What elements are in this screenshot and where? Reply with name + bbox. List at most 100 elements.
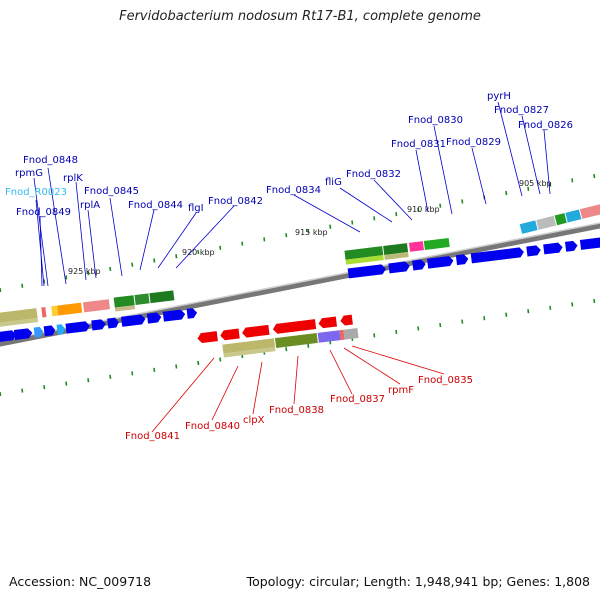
leader-line xyxy=(339,187,393,223)
tick-mark xyxy=(197,360,200,366)
leader-line xyxy=(343,347,401,385)
gene-label: Fnod_0849 xyxy=(16,207,71,218)
tick-mark xyxy=(109,266,112,272)
tick-mark xyxy=(153,258,156,263)
reverse-gene xyxy=(220,328,240,341)
leader-line xyxy=(75,181,87,281)
annotation-band xyxy=(554,213,567,226)
reverse-labels: Fnod_0841 Fnod_0840 clpX Fnod_0838 Fnod_… xyxy=(125,375,473,442)
tick-mark xyxy=(241,241,244,246)
scale-tick-label: 915 kbp xyxy=(295,228,328,237)
reverse-gene xyxy=(340,314,353,326)
gene-label: pyrH xyxy=(487,91,511,102)
annotation-band xyxy=(519,220,538,234)
annotation-band xyxy=(423,237,450,250)
tick-mark xyxy=(285,233,288,238)
tick-mark xyxy=(307,228,310,234)
map-title: Fervidobacterium nodosum Rt17-B1, comple… xyxy=(119,9,481,24)
tick-mark xyxy=(527,186,530,191)
reverse-gene xyxy=(242,324,270,338)
leader-line xyxy=(109,197,123,277)
gene-label: Fnod_R0023 xyxy=(5,187,67,198)
leader-line xyxy=(211,365,239,421)
tick-mark xyxy=(439,322,442,328)
tick-mark xyxy=(153,367,156,372)
tick-mark xyxy=(87,378,90,383)
tick-mark xyxy=(219,357,222,362)
tick-mark xyxy=(461,319,464,324)
gene-label: Fnod_0845 xyxy=(84,186,139,197)
feature-block-middle xyxy=(344,202,600,279)
gene-label: Fnod_0830 xyxy=(408,115,463,126)
tick-mark xyxy=(131,262,134,267)
leader-line xyxy=(373,179,413,221)
leader-line xyxy=(293,194,361,233)
forward-gene xyxy=(91,319,106,331)
leader-line xyxy=(521,115,541,195)
annotation-band xyxy=(114,305,136,312)
annotation-band xyxy=(0,308,38,324)
forward-gene xyxy=(388,261,410,274)
annotation-band xyxy=(149,290,175,304)
feature-block-left xyxy=(0,290,198,343)
annotation-band xyxy=(223,347,276,358)
tick-mark xyxy=(417,207,420,212)
forward-gene xyxy=(43,325,56,337)
annotation-band xyxy=(0,318,39,328)
topology-summary: Topology: circular; Length: 1,948,941 bp… xyxy=(246,574,590,589)
tick-mark xyxy=(395,212,398,217)
forward-gene xyxy=(56,324,66,335)
leader-line xyxy=(39,215,43,287)
annotation-band xyxy=(383,243,409,255)
gene-label: Fnod_0840 xyxy=(185,421,240,432)
tick-mark xyxy=(21,283,24,288)
leader-line xyxy=(543,129,551,195)
forward-gene xyxy=(13,328,33,340)
tick-mark xyxy=(527,309,530,314)
leader-line xyxy=(151,357,215,433)
forward-gene xyxy=(347,264,386,279)
tick-mark xyxy=(461,199,464,204)
tick-mark xyxy=(21,388,24,393)
annotation-band xyxy=(57,302,83,316)
feature-block-reverse xyxy=(197,314,359,358)
forward-gene xyxy=(107,317,119,329)
gene-label: Fnod_0827 xyxy=(494,105,549,116)
tick-mark xyxy=(439,203,442,208)
tick-mark xyxy=(87,271,90,276)
forward-gene xyxy=(543,242,563,255)
tick-mark xyxy=(395,329,398,335)
forward-gene xyxy=(0,330,17,343)
tick-mark xyxy=(65,381,68,386)
annotation-band xyxy=(51,305,59,317)
annotation-band xyxy=(345,255,384,265)
forward-gene xyxy=(121,314,146,327)
leader-line xyxy=(471,147,487,205)
tick-mark xyxy=(373,216,376,221)
gene-label: Fnod_0848 xyxy=(23,155,78,166)
scale-tick-label: 925 kbp xyxy=(68,267,101,276)
annotation-band xyxy=(274,333,318,349)
reverse-leader-lines xyxy=(151,345,445,433)
gene-label: Fnod_0834 xyxy=(266,185,321,196)
leader-line xyxy=(139,209,155,271)
tick-mark xyxy=(263,237,266,242)
leader-line xyxy=(33,177,49,287)
scale-tick-label: 910 kbp xyxy=(407,205,440,214)
gene-label: Fnod_0826 xyxy=(518,120,573,131)
annotation-band xyxy=(339,329,345,341)
gene-label: Fnod_0842 xyxy=(208,196,263,207)
forward-gene xyxy=(162,309,186,322)
gene-label: Fnod_0838 xyxy=(269,405,324,416)
annotation-band xyxy=(41,307,47,318)
tick-mark xyxy=(175,364,178,369)
leader-line xyxy=(351,345,445,375)
leader-line xyxy=(175,205,235,269)
leader-line xyxy=(497,101,523,197)
reverse-gene xyxy=(197,331,218,344)
tick-mark xyxy=(65,275,68,280)
annotation-band xyxy=(579,202,600,219)
tick-mark xyxy=(285,347,288,352)
annotation-band xyxy=(408,241,424,252)
forward-gene xyxy=(186,308,198,319)
